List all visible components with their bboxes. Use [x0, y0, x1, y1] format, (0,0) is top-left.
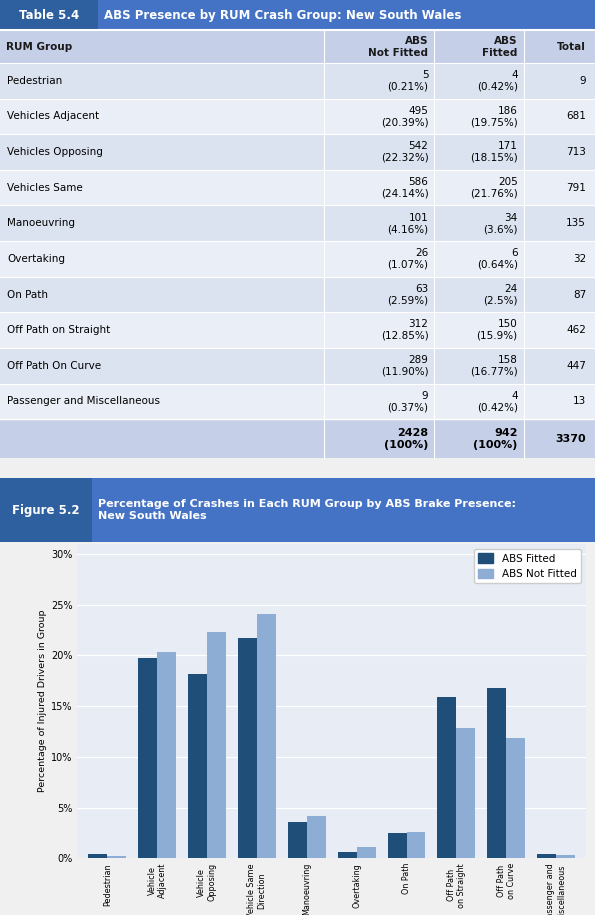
Text: 462: 462	[566, 325, 586, 335]
Text: On Path: On Path	[7, 289, 48, 299]
Text: 713: 713	[566, 147, 586, 157]
Text: 26
(1.07%): 26 (1.07%)	[387, 248, 428, 270]
Bar	[456, 728, 475, 858]
Text: RUM Group: RUM Group	[6, 42, 72, 52]
Y-axis label: Percentage of Injured Drivers in Group: Percentage of Injured Drivers in Group	[37, 610, 46, 792]
Text: Off Path on Straight: Off Path on Straight	[7, 325, 111, 335]
Text: ABS Presence by RUM Crash Group: New South Wales: ABS Presence by RUM Crash Group: New Sou…	[104, 9, 462, 22]
Text: Off Path On Curve: Off Path On Curve	[7, 361, 101, 371]
Text: 158
(16.77%): 158 (16.77%)	[470, 355, 518, 377]
FancyBboxPatch shape	[0, 383, 595, 419]
Bar	[257, 614, 276, 858]
Text: 447: 447	[566, 361, 586, 371]
Text: Pedestrian: Pedestrian	[7, 76, 62, 86]
FancyBboxPatch shape	[0, 63, 595, 99]
Text: 34
(3.6%): 34 (3.6%)	[483, 212, 518, 234]
Text: 101
(4.16%): 101 (4.16%)	[387, 212, 428, 234]
Text: 171
(18.15%): 171 (18.15%)	[470, 141, 518, 163]
Text: Vehicles Opposing: Vehicles Opposing	[7, 147, 103, 157]
Text: 63
(2.59%): 63 (2.59%)	[387, 284, 428, 306]
Text: 542
(22.32%): 542 (22.32%)	[381, 141, 428, 163]
Text: 312
(12.85%): 312 (12.85%)	[381, 319, 428, 341]
Legend: ABS Fitted, ABS Not Fitted: ABS Fitted, ABS Not Fitted	[474, 549, 581, 583]
Text: 9
(0.37%): 9 (0.37%)	[387, 391, 428, 413]
Bar	[307, 816, 325, 858]
Bar	[288, 822, 307, 858]
Text: 24
(2.5%): 24 (2.5%)	[483, 284, 518, 306]
Text: Vehicles Adjacent: Vehicles Adjacent	[7, 112, 99, 122]
Text: 791: 791	[566, 183, 586, 193]
Text: 495
(20.39%): 495 (20.39%)	[381, 105, 428, 127]
Bar	[356, 847, 375, 858]
Bar	[88, 854, 107, 858]
FancyBboxPatch shape	[0, 170, 595, 206]
Text: 32: 32	[573, 254, 586, 264]
Text: Table 5.4: Table 5.4	[19, 9, 79, 22]
Text: Vehicles Same: Vehicles Same	[7, 183, 83, 193]
FancyBboxPatch shape	[0, 276, 595, 312]
FancyBboxPatch shape	[0, 312, 595, 348]
Text: 681: 681	[566, 112, 586, 122]
Bar	[506, 737, 525, 858]
FancyBboxPatch shape	[0, 206, 595, 242]
FancyBboxPatch shape	[0, 135, 595, 170]
Bar	[107, 856, 126, 858]
FancyBboxPatch shape	[0, 242, 595, 276]
Text: 205
(21.76%): 205 (21.76%)	[470, 177, 518, 199]
Text: Passenger and Miscellaneous: Passenger and Miscellaneous	[7, 396, 160, 406]
Text: 2428
(100%): 2428 (100%)	[384, 428, 428, 449]
Bar	[188, 674, 207, 858]
FancyBboxPatch shape	[0, 479, 92, 542]
Text: Percentage of Crashes in Each RUM Group by ABS Brake Presence:
New South Wales: Percentage of Crashes in Each RUM Group …	[98, 500, 516, 521]
Text: 150
(15.9%): 150 (15.9%)	[477, 319, 518, 341]
Bar	[556, 855, 575, 858]
Bar	[238, 638, 257, 858]
Bar	[406, 832, 425, 858]
Text: 13: 13	[573, 396, 586, 406]
Text: Total: Total	[557, 42, 586, 52]
Text: ABS
Not Fitted: ABS Not Fitted	[368, 36, 428, 58]
FancyBboxPatch shape	[0, 419, 595, 458]
Text: 942
(100%): 942 (100%)	[473, 428, 518, 449]
Bar	[487, 688, 506, 858]
Bar	[537, 854, 556, 858]
Bar	[157, 651, 176, 858]
Text: 586
(24.14%): 586 (24.14%)	[381, 177, 428, 199]
Text: 9: 9	[580, 76, 586, 86]
Text: 4
(0.42%): 4 (0.42%)	[477, 70, 518, 92]
Bar	[437, 697, 456, 858]
Text: 289
(11.90%): 289 (11.90%)	[381, 355, 428, 377]
Text: 186
(19.75%): 186 (19.75%)	[470, 105, 518, 127]
Text: 135: 135	[566, 219, 586, 229]
Text: 4
(0.42%): 4 (0.42%)	[477, 391, 518, 413]
Bar	[138, 658, 157, 858]
Text: ABS
Fitted: ABS Fitted	[483, 36, 518, 58]
Text: Manoeuvring: Manoeuvring	[7, 219, 75, 229]
FancyBboxPatch shape	[0, 99, 595, 135]
Text: Overtaking: Overtaking	[7, 254, 65, 264]
FancyBboxPatch shape	[98, 0, 595, 30]
Text: Figure 5.2: Figure 5.2	[12, 503, 80, 517]
Text: 3370: 3370	[556, 434, 586, 444]
Text: 5
(0.21%): 5 (0.21%)	[387, 70, 428, 92]
FancyBboxPatch shape	[0, 30, 595, 63]
Bar	[338, 852, 356, 858]
Text: 6
(0.64%): 6 (0.64%)	[477, 248, 518, 270]
FancyBboxPatch shape	[92, 479, 595, 542]
Bar	[207, 632, 226, 858]
FancyBboxPatch shape	[0, 0, 98, 30]
Bar	[387, 833, 406, 858]
FancyBboxPatch shape	[0, 348, 595, 383]
Text: 87: 87	[573, 289, 586, 299]
